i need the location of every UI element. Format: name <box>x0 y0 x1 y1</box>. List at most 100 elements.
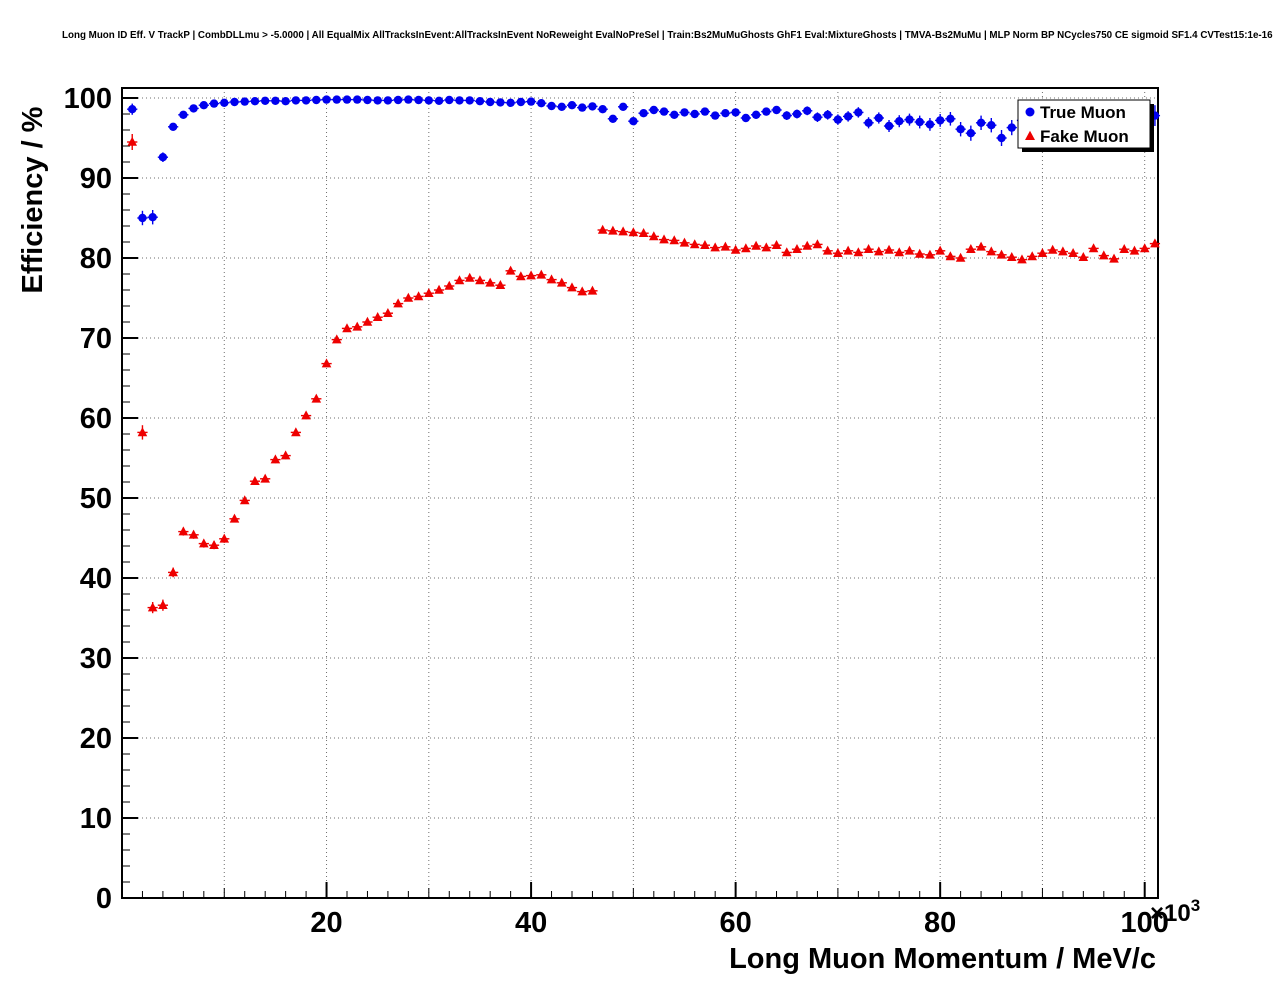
data-point-true-muon <box>843 112 853 121</box>
data-point-fake-muon <box>628 227 639 237</box>
x-tick-label: 20 <box>310 907 342 939</box>
data-point-fake-muon <box>741 243 751 253</box>
data-point-fake-muon <box>158 600 168 609</box>
data-point-true-muon <box>813 113 822 122</box>
data-point-true-muon <box>363 95 372 105</box>
plot-frame-layer <box>121 87 1159 899</box>
data-point-fake-muon <box>331 334 342 344</box>
data-point-true-muon <box>946 114 955 124</box>
data-point-true-muon <box>291 96 301 105</box>
data-point-fake-muon <box>556 277 567 287</box>
data-point-fake-muon <box>597 224 608 234</box>
data-point-true-muon <box>516 97 526 107</box>
data-point-fake-muon <box>1078 252 1089 261</box>
plot-frame <box>121 87 1159 899</box>
data-point-true-muon <box>588 102 597 111</box>
grid-layer <box>122 88 1158 898</box>
data-point-true-muon <box>680 108 689 117</box>
data-point-fake-muon <box>833 248 843 257</box>
data-point-fake-muon <box>986 246 997 256</box>
data-point-true-muon <box>312 95 321 105</box>
data-point-true-muon <box>649 105 659 115</box>
data-point-fake-muon <box>464 272 475 282</box>
data-point-fake-muon <box>567 282 577 292</box>
x-axis-title: Long Muon Momentum / MeV/c <box>729 943 1156 975</box>
x-tick-label: 80 <box>924 907 956 939</box>
data-point-true-muon <box>639 109 648 118</box>
data-point-fake-muon <box>618 226 628 236</box>
data-point-true-muon <box>1007 123 1016 132</box>
data-point-fake-muon <box>1109 253 1119 263</box>
data-point-true-muon <box>762 107 771 116</box>
axis-tick-layer <box>122 97 1146 898</box>
data-point-fake-muon <box>1068 248 1078 257</box>
x-tick-label: 60 <box>719 907 751 939</box>
data-point-true-muon <box>209 99 219 108</box>
data-point-fake-muon <box>577 286 588 296</box>
data-point-fake-muon <box>342 323 352 333</box>
data-point-fake-muon <box>137 427 148 437</box>
data-point-fake-muon <box>700 240 710 249</box>
data-point-true-muon <box>997 133 1006 143</box>
data-point-true-muon <box>189 104 198 113</box>
data-point-fake-muon <box>321 358 332 368</box>
data-point-true-muon <box>485 97 495 107</box>
data-point-fake-muon <box>546 274 557 284</box>
data-point-fake-muon <box>372 312 383 321</box>
data-point-fake-muon <box>260 473 270 483</box>
data-point-true-muon <box>823 110 832 120</box>
data-point-fake-muon <box>475 275 485 285</box>
data-point-true-muon <box>230 97 239 107</box>
data-point-true-muon <box>741 113 751 123</box>
legend-label-fake-muon: Fake Muon <box>1040 127 1129 146</box>
x-axis-multiplier: ×103 <box>1150 896 1200 927</box>
data-point-fake-muon <box>311 393 322 403</box>
data-point-fake-muon <box>649 231 659 241</box>
data-point-true-muon <box>250 97 260 106</box>
data-point-fake-muon <box>914 248 925 258</box>
data-point-fake-muon <box>434 284 444 294</box>
data-point-fake-muon <box>301 410 311 420</box>
y-tick-label: 20 <box>80 723 112 755</box>
data-point-true-muon <box>987 121 996 130</box>
data-point-fake-muon <box>291 427 301 437</box>
data-point-true-muon <box>128 105 137 114</box>
data-point-fake-muon <box>689 239 700 249</box>
y-tick-label: 90 <box>80 163 112 195</box>
x-tick-label: 40 <box>515 907 547 939</box>
data-point-fake-muon <box>413 291 424 301</box>
data-point-fake-muon <box>894 247 905 257</box>
y-tick-label: 50 <box>80 483 112 515</box>
data-point-fake-muon <box>976 241 986 251</box>
data-point-true-muon <box>618 102 628 112</box>
data-point-true-muon <box>854 108 863 117</box>
data-point-fake-muon <box>843 245 853 255</box>
data-point-fake-muon <box>792 244 802 253</box>
data-point-fake-muon <box>863 244 874 253</box>
data-point-fake-muon <box>239 495 250 505</box>
data-point-fake-muon <box>812 239 823 249</box>
data-point-fake-muon <box>904 245 915 255</box>
data-point-fake-muon <box>884 244 894 254</box>
data-point-fake-muon <box>1027 251 1038 261</box>
data-point-true-muon <box>905 115 914 124</box>
data-point-true-muon <box>506 98 515 108</box>
data-point-true-muon <box>322 95 331 104</box>
data-point-true-muon <box>496 98 505 107</box>
data-point-true-muon <box>332 95 341 104</box>
data-point-true-muon <box>895 117 904 126</box>
data-point-true-muon <box>629 117 638 126</box>
data-point-fake-muon <box>403 292 414 302</box>
data-point-true-muon <box>393 95 403 105</box>
data-point-true-muon <box>383 96 393 105</box>
data-point-fake-muon <box>1098 250 1109 260</box>
data-point-true-muon <box>271 96 280 106</box>
data-point-fake-muon <box>802 240 813 250</box>
data-point-true-muon <box>404 95 413 104</box>
data-point-true-muon <box>751 110 761 120</box>
y-tick-label: 80 <box>80 243 112 275</box>
data-point-fake-muon <box>1088 243 1099 253</box>
data-point-fake-muon <box>383 308 393 317</box>
data-point-fake-muon <box>853 247 864 257</box>
